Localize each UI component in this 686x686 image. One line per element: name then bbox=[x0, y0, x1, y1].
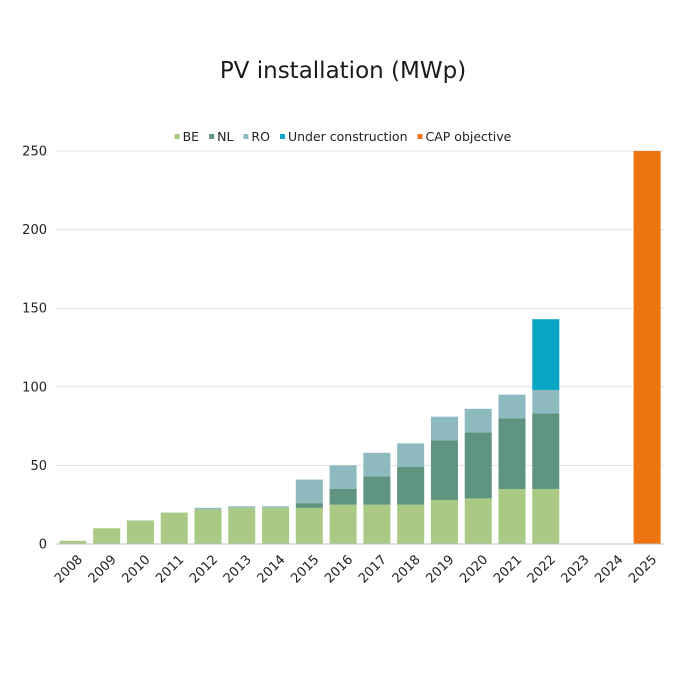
legend-marker bbox=[279, 134, 285, 139]
x-tick-label: 2012 bbox=[187, 552, 221, 586]
grid-lines bbox=[56, 150, 664, 466]
y-tick-label: 200 bbox=[22, 223, 47, 238]
y-tick-label: 250 bbox=[22, 145, 47, 160]
x-tick-label: 2019 bbox=[423, 552, 457, 586]
legend-marker bbox=[174, 134, 180, 139]
x-tick-label: 2017 bbox=[356, 552, 390, 586]
bar-ro-2020 bbox=[464, 408, 492, 433]
bar-ro-2015 bbox=[295, 479, 323, 504]
legend-marker bbox=[243, 134, 249, 139]
bar-ro-2022 bbox=[532, 389, 560, 414]
legend-label: Under construction bbox=[288, 129, 408, 144]
bar-ro-2012 bbox=[194, 507, 222, 510]
y-tick-label: 100 bbox=[22, 380, 47, 395]
bar-cap-objective-2025 bbox=[633, 151, 661, 544]
x-tick-label: 2013 bbox=[221, 552, 255, 586]
x-tick-label: 2021 bbox=[491, 552, 525, 586]
bar-ro-2021 bbox=[498, 394, 526, 419]
chart-title: PV installation (MWp) bbox=[220, 58, 466, 84]
bar-nl-2019 bbox=[430, 440, 458, 500]
legend-label: RO bbox=[251, 129, 270, 144]
x-tick-label: 2022 bbox=[525, 552, 559, 586]
legend-marker bbox=[209, 134, 215, 139]
bar-nl-2018 bbox=[397, 466, 425, 505]
x-tick-label: 2011 bbox=[153, 552, 187, 586]
bar-nl-2020 bbox=[464, 432, 492, 499]
bar-nl-2022 bbox=[532, 413, 560, 489]
bar-be-2015 bbox=[295, 507, 323, 544]
x-tick-label: 2024 bbox=[592, 552, 626, 586]
bar-be-2013 bbox=[228, 507, 256, 544]
x-tick-label: 2010 bbox=[119, 552, 153, 586]
bar-be-2009 bbox=[93, 528, 121, 544]
legend-item-nl: NL bbox=[209, 129, 233, 144]
bar-nl-2016 bbox=[329, 488, 357, 505]
x-tick-label: 2014 bbox=[255, 552, 289, 586]
bar-nl-2015 bbox=[295, 503, 323, 508]
x-tick-label: 2025 bbox=[626, 552, 660, 586]
y-axis-ticks: 0 50 100 150 200 250 bbox=[22, 145, 47, 553]
bar-nl-2021 bbox=[498, 418, 526, 489]
bar-be-2019 bbox=[430, 499, 458, 544]
legend-item-cap-objective: CAP objective bbox=[417, 129, 512, 144]
legend-item-be: BE bbox=[174, 129, 200, 144]
bar-be-2017 bbox=[363, 504, 391, 544]
legend-item-ro: RO bbox=[243, 129, 270, 144]
x-tick-label: 2008 bbox=[52, 552, 86, 586]
y-tick-label: 50 bbox=[30, 459, 47, 474]
legend-label: CAP objective bbox=[426, 129, 512, 144]
legend-marker bbox=[417, 134, 423, 139]
bar-be-2018 bbox=[397, 504, 425, 544]
bar-be-2014 bbox=[262, 507, 290, 544]
bar-be-2021 bbox=[498, 488, 526, 544]
legend-label: NL bbox=[217, 129, 233, 144]
bar-be-2020 bbox=[464, 498, 492, 544]
bars bbox=[59, 151, 661, 544]
bar-ro-2018 bbox=[397, 443, 425, 467]
y-tick-label: 0 bbox=[39, 538, 47, 553]
bar-be-2011 bbox=[160, 512, 188, 544]
bar-nl-2017 bbox=[363, 476, 391, 505]
bar-under-construction-2022 bbox=[532, 319, 560, 390]
bar-be-2008 bbox=[59, 540, 87, 544]
x-tick-label: 2023 bbox=[559, 552, 593, 586]
bar-be-2010 bbox=[126, 520, 154, 544]
bar-ro-2017 bbox=[363, 452, 391, 477]
bar-ro-2014 bbox=[262, 506, 290, 508]
x-tick-label: 2018 bbox=[390, 552, 424, 586]
y-tick-label: 150 bbox=[22, 302, 47, 317]
bar-be-2012 bbox=[194, 509, 222, 544]
chart-legend: BE NL RO Under construction CAP objective bbox=[174, 129, 512, 144]
x-tick-label: 2009 bbox=[86, 552, 120, 586]
bar-be-2022 bbox=[532, 488, 560, 544]
bar-ro-2019 bbox=[430, 416, 458, 441]
x-tick-label: 2015 bbox=[288, 552, 322, 586]
x-tick-label: 2020 bbox=[457, 552, 491, 586]
x-tick-label: 2016 bbox=[322, 552, 356, 586]
x-axis-ticks: 2008 2009 2010 2011 2012 2013 2014 2015 2016 2017… bbox=[52, 552, 660, 586]
legend-item-under-construction: Under construction bbox=[279, 129, 408, 144]
legend-label: BE bbox=[183, 129, 200, 144]
bar-be-2016 bbox=[329, 504, 357, 544]
bar-ro-2013 bbox=[228, 506, 256, 508]
bar-ro-2016 bbox=[329, 465, 357, 489]
